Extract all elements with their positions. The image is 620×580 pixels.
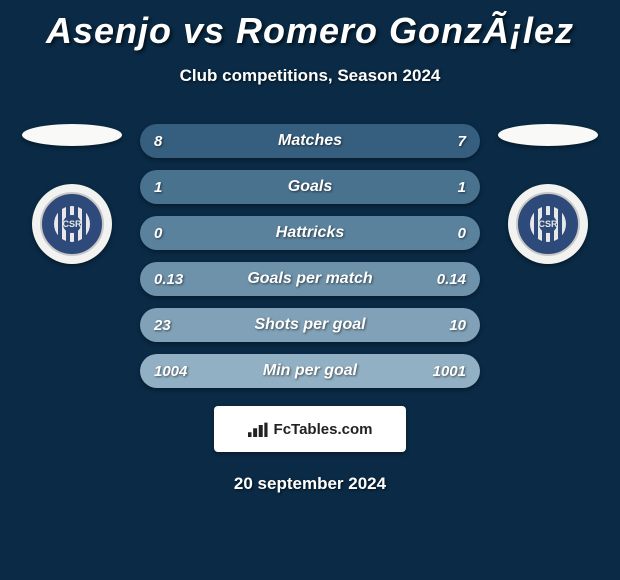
right-club-badge: CSR — [508, 184, 588, 264]
page-subtitle: Club competitions, Season 2024 — [0, 66, 620, 86]
stat-left-value: 1004 — [154, 363, 187, 380]
stat-right-value: 1 — [458, 179, 466, 196]
stat-right-value: 1001 — [433, 363, 466, 380]
left-club-badge: CSR — [32, 184, 112, 264]
stat-row: 8 Matches 7 — [140, 124, 480, 158]
stat-right-value: 7 — [458, 133, 466, 150]
left-player-ellipse — [22, 124, 122, 146]
stat-row: 1 Goals 1 — [140, 170, 480, 204]
bar-chart-icon — [248, 421, 268, 437]
stat-row: 0.13 Goals per match 0.14 — [140, 262, 480, 296]
stat-left-value: 23 — [154, 317, 171, 334]
right-player-ellipse — [498, 124, 598, 146]
right-column: CSR — [498, 124, 598, 264]
stat-label: Matches — [278, 132, 342, 150]
stat-right-value: 10 — [449, 317, 466, 334]
stat-label: Goals — [288, 178, 332, 196]
stat-label: Min per goal — [263, 362, 357, 380]
stat-label: Hattricks — [276, 224, 344, 242]
stat-row: 23 Shots per goal 10 — [140, 308, 480, 342]
footer-date: 20 september 2024 — [0, 474, 620, 494]
shield-icon: CSR — [40, 192, 104, 256]
footer-label: FcTables.com — [274, 421, 373, 438]
stat-row: 0 Hattricks 0 — [140, 216, 480, 250]
stat-left-value: 0 — [154, 225, 162, 242]
stat-bars: 8Matches71Goals10Hattricks00.13Goals per… — [140, 124, 480, 388]
stat-right-value: 0.14 — [437, 271, 466, 288]
stats-area: CSR 8Matches71Goals10Hattricks00.13Goals… — [0, 124, 620, 388]
shield-icon: CSR — [516, 192, 580, 256]
left-club-abbrev: CSR — [63, 215, 81, 233]
page-title: Asenjo vs Romero GonzÃ¡lez — [0, 0, 620, 52]
left-column: CSR — [22, 124, 122, 264]
footer-badge: FcTables.com — [214, 406, 406, 452]
right-club-abbrev: CSR — [539, 215, 557, 233]
stat-label: Goals per match — [247, 270, 372, 288]
stat-right-value: 0 — [458, 225, 466, 242]
stat-left-value: 0.13 — [154, 271, 183, 288]
stat-row: 1004 Min per goal 1001 — [140, 354, 480, 388]
stat-left-value: 8 — [154, 133, 162, 150]
stat-left-value: 1 — [154, 179, 162, 196]
stat-label: Shots per goal — [254, 316, 365, 334]
